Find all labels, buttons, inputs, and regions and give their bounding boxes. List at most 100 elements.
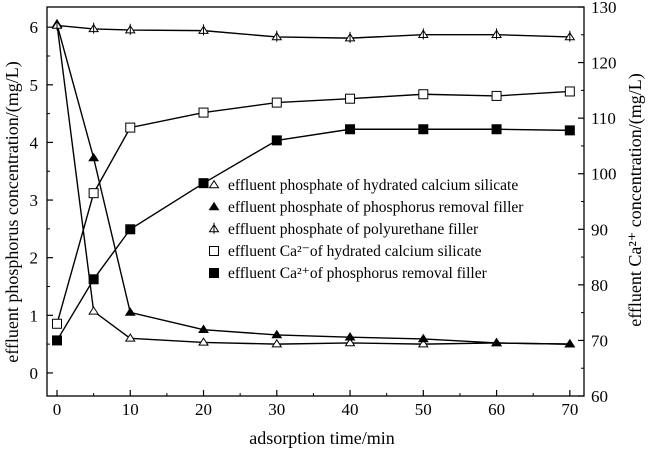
data-point [418,89,429,100]
y-left-tick-label: 6 [30,18,39,37]
legend: effluent phosphate of hydrated calcium s… [208,177,524,282]
marker-shape [344,337,356,347]
marker-shape [88,306,100,315]
data-point [271,329,283,339]
data-point [564,125,575,136]
marker-shape [271,97,282,108]
data-point [125,122,136,133]
marker-shape [125,224,136,235]
marker-shape [418,124,429,135]
legend-marker [208,179,220,189]
series-4 [52,86,575,329]
data-point [124,333,136,342]
marker-shape [88,152,100,162]
legend-label: effluent phosphate of polyurethane fille… [228,221,479,238]
marker-shape [209,268,219,278]
data-point [344,332,356,341]
data-point [564,30,576,42]
y-right-tick-label: 100 [591,165,617,184]
marker-shape [88,188,99,199]
data-point [271,135,282,146]
data-point [344,337,356,347]
marker-shape [124,333,136,342]
marker-shape [88,274,99,285]
legend-marker [208,201,220,211]
marker-shape [564,338,576,348]
x-tick-label: 30 [268,400,285,419]
y-left-tick-label: 3 [30,191,39,210]
x-axis-title: adsorption time/min [249,428,395,448]
data-point [88,188,99,199]
data-point [345,93,356,104]
data-point [198,24,209,36]
x-axis-ticks: 0 10 20 30 40 50 60 70 [53,390,578,419]
data-point [271,30,283,42]
y-left-tick-label: 1 [30,306,39,325]
data-point [491,124,502,135]
data-point [271,97,282,108]
series-layer [51,19,576,348]
legend-marker [209,268,219,278]
data-point [88,274,99,285]
y-left-tick-label: 2 [30,249,39,268]
data-point [124,307,136,316]
marker-shape [345,93,356,104]
data-point [52,335,62,346]
x-tick-label: 60 [488,400,505,419]
marker-shape [271,135,282,146]
x-tick-label: 0 [53,400,62,419]
y-right-tick-label: 110 [591,109,616,128]
marker-shape [564,125,575,136]
series-2 [51,19,576,348]
y-right-axis-title: effluent Ca²⁺ concentration/(mg/L) [625,73,646,326]
marker-shape [52,335,62,346]
marker-shape [564,86,575,97]
data-point [88,22,100,34]
x-tick-label: 20 [195,400,212,419]
y-left-tick-label: 0 [30,364,39,383]
marker-shape [125,122,136,133]
legend-label: effluent Ca²⁺of phosphorus removal fille… [228,265,488,282]
legend-item: effluent phosphate of polyurethane fille… [208,221,479,238]
data-point [491,28,502,40]
y-right-tick-label: 60 [591,387,608,406]
data-point [124,23,136,35]
y-right-tick-label: 120 [591,54,617,73]
data-point [491,337,502,347]
marker-shape [208,201,220,211]
legend-label: effluent phosphate of phosphorus removal… [228,199,524,216]
y-right-tick-label: 80 [591,276,608,295]
y-left-axis-title: effluent phosphorus concentration/(mg/L) [2,61,23,363]
legend-label: effluent phosphate of hydrated calcium s… [228,177,518,194]
marker-shape [124,307,136,316]
y-left-axis-ticks: 0 1 2 3 4 5 6 [30,18,53,383]
data-point [198,107,209,118]
marker-shape [209,246,219,256]
legend-marker [209,246,219,256]
marker-shape [271,338,283,348]
data-point [564,338,576,348]
data-point [344,31,356,43]
marker-shape [418,89,429,100]
data-point [198,324,209,334]
data-point [417,338,429,348]
data-point [418,124,429,135]
x-tick-label: 10 [122,400,139,419]
marker-shape [491,124,502,135]
legend-item: effluent Ca²⁺of phosphorus removal fille… [209,265,488,282]
y-right-tick-label: 130 [591,0,617,17]
data-point [417,28,429,40]
data-point [491,90,502,101]
y-left-tick-label: 4 [30,133,39,152]
series-5 [52,124,575,346]
data-point [88,152,100,162]
data-point [125,224,136,235]
y-left-tick-label: 5 [30,76,39,95]
marker-shape [417,338,429,348]
legend-marker [208,222,220,234]
marker-shape [417,333,429,343]
marker-shape [198,337,209,346]
data-point [271,338,283,348]
marker-shape [208,179,220,189]
